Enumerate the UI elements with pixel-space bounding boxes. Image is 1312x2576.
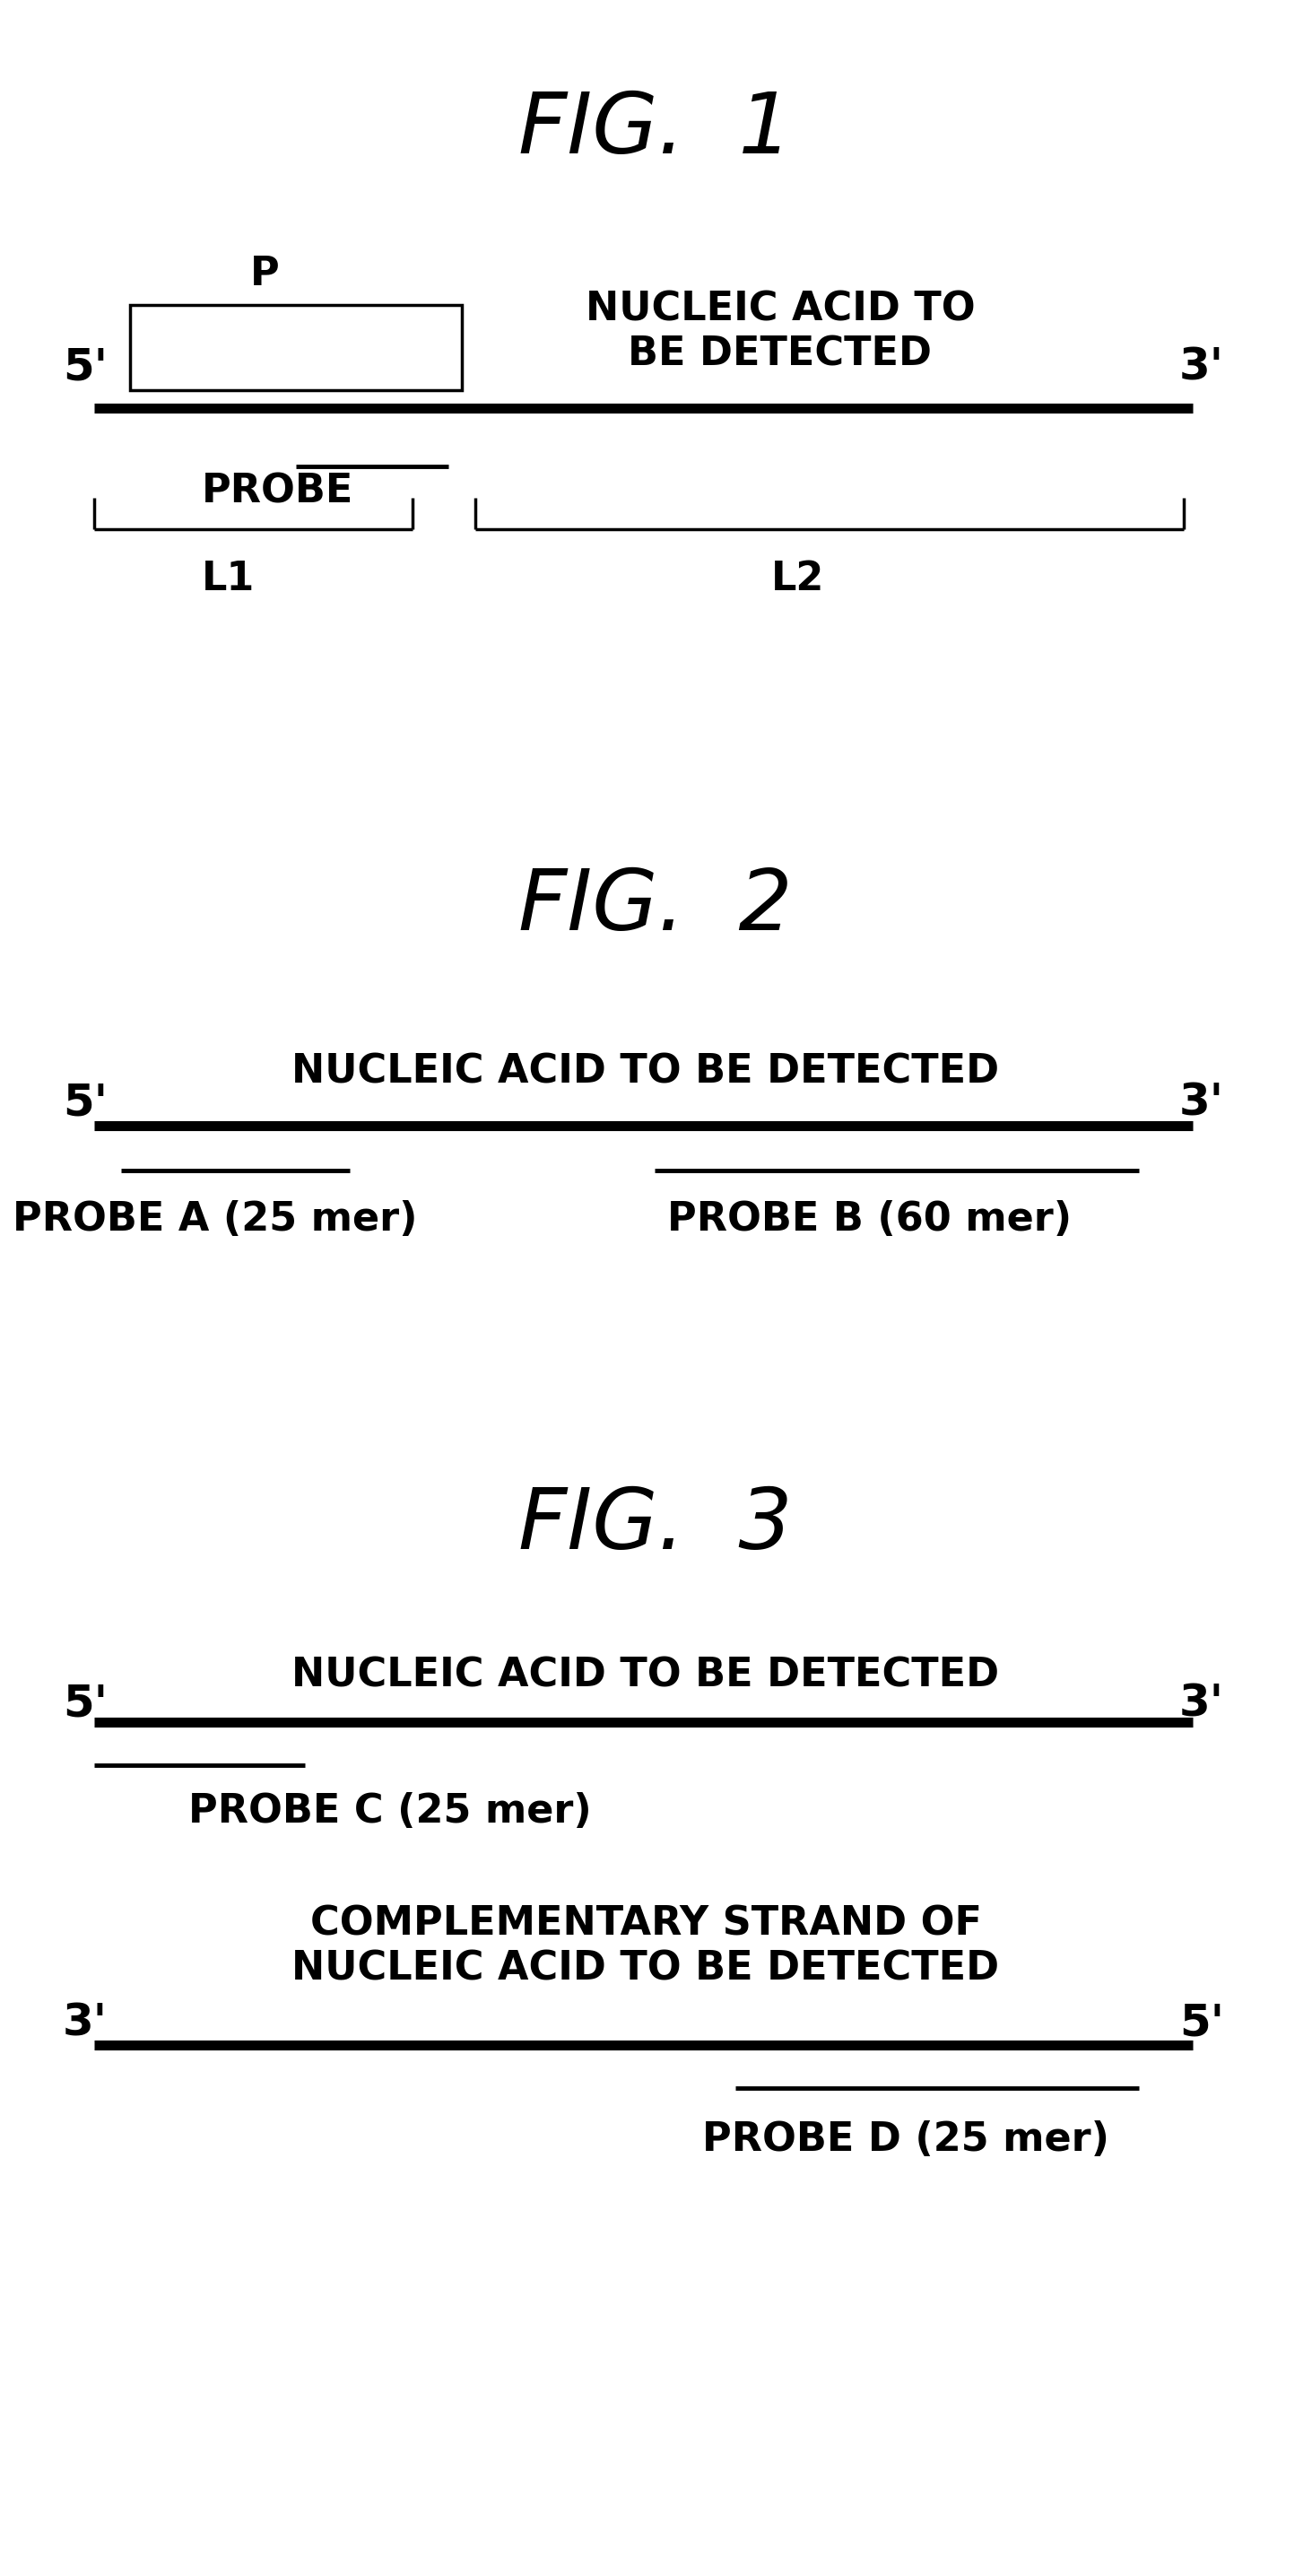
Text: 3': 3' (1179, 1082, 1224, 1126)
Text: FIG.  3: FIG. 3 (518, 1484, 792, 1566)
Text: 5': 5' (63, 1682, 108, 1726)
Text: L2: L2 (771, 559, 825, 598)
Text: PROBE B (60 mer): PROBE B (60 mer) (668, 1200, 1072, 1239)
Text: 5': 5' (1179, 2002, 1224, 2045)
Text: NUCLEIC ACID TO BE DETECTED: NUCLEIC ACID TO BE DETECTED (291, 1054, 1000, 1092)
Text: 5': 5' (63, 345, 108, 389)
Text: 3': 3' (63, 2002, 108, 2045)
Text: 3': 3' (1179, 1682, 1224, 1726)
Text: NUCLEIC ACID TO
BE DETECTED: NUCLEIC ACID TO BE DETECTED (585, 291, 975, 374)
Text: L1: L1 (202, 559, 256, 598)
Text: 3': 3' (1179, 345, 1224, 389)
Text: PROBE D (25 mer): PROBE D (25 mer) (702, 2120, 1110, 2159)
Text: FIG.  2: FIG. 2 (518, 866, 792, 948)
Text: FIG.  1: FIG. 1 (518, 90, 792, 170)
Text: P: P (249, 255, 279, 294)
Text: NUCLEIC ACID TO BE DETECTED: NUCLEIC ACID TO BE DETECTED (291, 1656, 1000, 1695)
Text: PROBE: PROBE (202, 471, 354, 510)
Text: COMPLEMENTARY STRAND OF
NUCLEIC ACID TO BE DETECTED: COMPLEMENTARY STRAND OF NUCLEIC ACID TO … (291, 1904, 1000, 1989)
Text: 5': 5' (63, 1082, 108, 1126)
Bar (130, 304, 462, 389)
Text: PROBE C (25 mer): PROBE C (25 mer) (189, 1793, 592, 1832)
Text: PROBE A (25 mer): PROBE A (25 mer) (13, 1200, 417, 1239)
